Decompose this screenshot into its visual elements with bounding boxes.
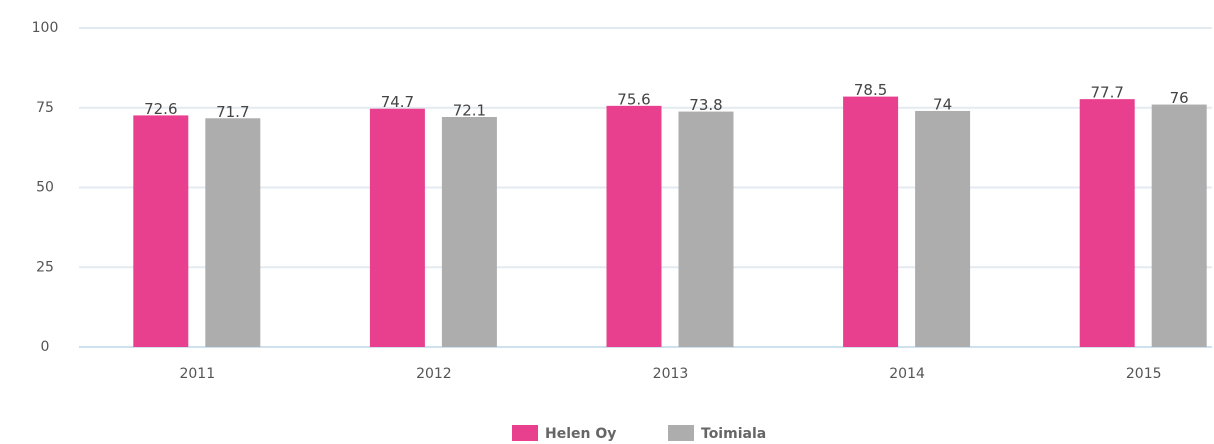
value-label: 76 [1170, 89, 1189, 107]
x-tick-label: 2015 [1126, 366, 1162, 382]
y-tick-label: 50 [36, 180, 54, 196]
bar [1079, 99, 1135, 348]
value-label: 72.1 [453, 102, 486, 120]
bar [205, 118, 261, 347]
bar [133, 115, 189, 347]
x-tick-label: 2012 [416, 366, 452, 382]
value-label: 74.7 [381, 93, 414, 111]
y-tick-label: 75 [36, 100, 54, 116]
bar [441, 117, 497, 347]
bar [369, 108, 425, 347]
value-label: 72.6 [144, 100, 177, 118]
y-tick-label: 0 [41, 339, 50, 355]
legend-swatch [668, 425, 694, 441]
value-label: 78.5 [854, 81, 887, 99]
value-label: 73.8 [689, 96, 722, 114]
legend-label: Helen Oy [545, 426, 616, 442]
bar [843, 96, 899, 348]
x-tick-label: 2014 [889, 366, 925, 382]
bar [678, 111, 734, 347]
x-tick-label: 2013 [653, 366, 689, 382]
bar [1151, 104, 1207, 347]
y-tick-label: 25 [36, 259, 54, 275]
y-tick-label: 100 [32, 20, 59, 36]
value-label: 77.7 [1090, 84, 1123, 102]
value-label: 74 [933, 95, 952, 113]
bar [915, 110, 971, 347]
legend-label: Toimiala [701, 426, 766, 442]
bar [606, 105, 662, 347]
value-label: 75.6 [617, 90, 650, 108]
x-tick-label: 2011 [179, 366, 215, 382]
value-label: 71.7 [216, 103, 249, 121]
legend-swatch [512, 425, 538, 441]
